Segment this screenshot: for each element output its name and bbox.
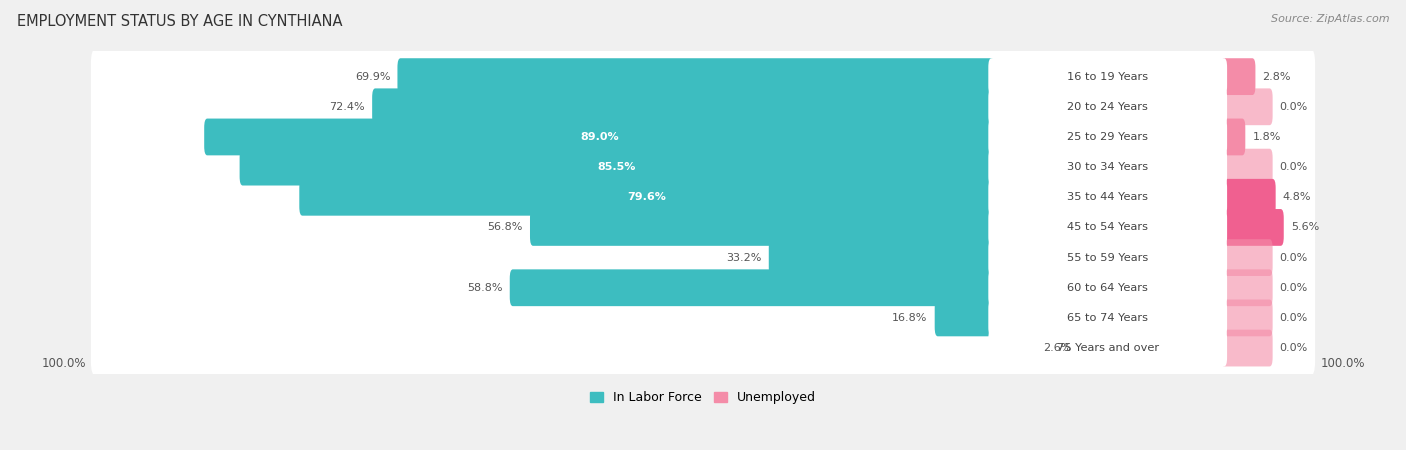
Text: 2.8%: 2.8% bbox=[1263, 72, 1291, 81]
FancyBboxPatch shape bbox=[91, 320, 1315, 376]
FancyBboxPatch shape bbox=[1220, 270, 1272, 306]
Text: 25 to 29 Years: 25 to 29 Years bbox=[1067, 132, 1149, 142]
Text: 30 to 34 Years: 30 to 34 Years bbox=[1067, 162, 1149, 172]
FancyBboxPatch shape bbox=[398, 58, 994, 95]
Text: 58.8%: 58.8% bbox=[467, 283, 503, 293]
Text: 0.0%: 0.0% bbox=[1279, 102, 1308, 112]
FancyBboxPatch shape bbox=[988, 239, 1227, 276]
FancyBboxPatch shape bbox=[1220, 88, 1272, 125]
FancyBboxPatch shape bbox=[91, 139, 1315, 195]
FancyBboxPatch shape bbox=[988, 58, 1227, 95]
Text: 0.0%: 0.0% bbox=[1279, 283, 1308, 293]
Text: 5.6%: 5.6% bbox=[1291, 222, 1319, 233]
FancyBboxPatch shape bbox=[91, 260, 1315, 316]
FancyBboxPatch shape bbox=[91, 49, 1315, 105]
Text: 65 to 74 Years: 65 to 74 Years bbox=[1067, 313, 1149, 323]
FancyBboxPatch shape bbox=[988, 148, 1227, 185]
FancyBboxPatch shape bbox=[988, 330, 1227, 366]
FancyBboxPatch shape bbox=[91, 169, 1315, 225]
FancyBboxPatch shape bbox=[91, 230, 1315, 286]
FancyBboxPatch shape bbox=[1220, 209, 1284, 246]
FancyBboxPatch shape bbox=[299, 179, 994, 216]
FancyBboxPatch shape bbox=[1220, 148, 1272, 185]
FancyBboxPatch shape bbox=[91, 199, 1315, 256]
FancyBboxPatch shape bbox=[988, 270, 1227, 306]
Text: 16 to 19 Years: 16 to 19 Years bbox=[1067, 72, 1149, 81]
Text: 60 to 64 Years: 60 to 64 Years bbox=[1067, 283, 1149, 293]
FancyBboxPatch shape bbox=[510, 270, 994, 306]
FancyBboxPatch shape bbox=[988, 300, 1227, 336]
Text: Source: ZipAtlas.com: Source: ZipAtlas.com bbox=[1271, 14, 1389, 23]
FancyBboxPatch shape bbox=[91, 109, 1315, 165]
Text: 100.0%: 100.0% bbox=[41, 357, 86, 370]
Text: 0.0%: 0.0% bbox=[1279, 313, 1308, 323]
FancyBboxPatch shape bbox=[988, 88, 1227, 125]
Legend: In Labor Force, Unemployed: In Labor Force, Unemployed bbox=[585, 387, 821, 410]
Text: 35 to 44 Years: 35 to 44 Years bbox=[1067, 192, 1149, 202]
Text: 1.8%: 1.8% bbox=[1253, 132, 1281, 142]
Text: 4.8%: 4.8% bbox=[1282, 192, 1312, 202]
Text: 45 to 54 Years: 45 to 54 Years bbox=[1067, 222, 1149, 233]
FancyBboxPatch shape bbox=[988, 209, 1227, 246]
Text: 69.9%: 69.9% bbox=[354, 72, 391, 81]
FancyBboxPatch shape bbox=[530, 209, 994, 246]
FancyBboxPatch shape bbox=[769, 239, 994, 276]
FancyBboxPatch shape bbox=[1220, 330, 1272, 366]
FancyBboxPatch shape bbox=[204, 118, 994, 155]
Text: 33.2%: 33.2% bbox=[727, 252, 762, 263]
FancyBboxPatch shape bbox=[1220, 300, 1272, 336]
Text: 56.8%: 56.8% bbox=[488, 222, 523, 233]
FancyBboxPatch shape bbox=[988, 179, 1227, 216]
Text: 89.0%: 89.0% bbox=[581, 132, 619, 142]
Text: EMPLOYMENT STATUS BY AGE IN CYNTHIANA: EMPLOYMENT STATUS BY AGE IN CYNTHIANA bbox=[17, 14, 343, 28]
FancyBboxPatch shape bbox=[1220, 58, 1256, 95]
FancyBboxPatch shape bbox=[91, 290, 1315, 346]
FancyBboxPatch shape bbox=[988, 118, 1227, 155]
Text: 16.8%: 16.8% bbox=[893, 313, 928, 323]
FancyBboxPatch shape bbox=[239, 148, 994, 185]
Text: 75 Years and over: 75 Years and over bbox=[1057, 343, 1159, 353]
Text: 20 to 24 Years: 20 to 24 Years bbox=[1067, 102, 1149, 112]
Text: 85.5%: 85.5% bbox=[598, 162, 636, 172]
Text: 0.0%: 0.0% bbox=[1279, 252, 1308, 263]
FancyBboxPatch shape bbox=[935, 300, 994, 336]
Text: 79.6%: 79.6% bbox=[627, 192, 666, 202]
FancyBboxPatch shape bbox=[1220, 239, 1272, 276]
Text: 100.0%: 100.0% bbox=[1320, 357, 1365, 370]
FancyBboxPatch shape bbox=[373, 88, 994, 125]
FancyBboxPatch shape bbox=[1220, 179, 1275, 216]
Text: 72.4%: 72.4% bbox=[329, 102, 366, 112]
FancyBboxPatch shape bbox=[1220, 118, 1246, 155]
Text: 55 to 59 Years: 55 to 59 Years bbox=[1067, 252, 1149, 263]
Text: 0.0%: 0.0% bbox=[1279, 162, 1308, 172]
Text: 2.6%: 2.6% bbox=[1043, 343, 1071, 353]
Text: 0.0%: 0.0% bbox=[1279, 343, 1308, 353]
FancyBboxPatch shape bbox=[91, 79, 1315, 135]
